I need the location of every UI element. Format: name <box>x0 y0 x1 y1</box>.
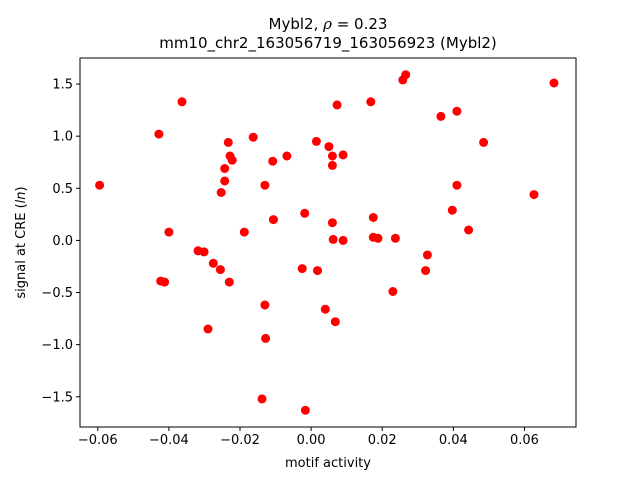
plot-frame <box>79 57 577 428</box>
data-point <box>311 136 321 146</box>
data-point <box>332 100 342 110</box>
data-point <box>327 151 337 161</box>
data-point <box>401 70 411 80</box>
data-point <box>529 190 539 200</box>
y-axis-ticks: −1.5 −1.0 −0.5 0.0 0.5 1.0 1.5 <box>41 78 80 405</box>
data-point <box>313 266 322 276</box>
chart-title-rho-value: = 0.23 <box>332 15 388 33</box>
y-tick-label: 0.0 <box>52 234 73 249</box>
x-tick-label: 0.04 <box>439 433 468 448</box>
data-point <box>220 176 230 186</box>
chart-title-line2: mm10_chr2_163056719_163056923 (Mybl2) <box>159 34 497 53</box>
data-point <box>436 111 446 121</box>
x-tick-label: 0.06 <box>510 433 539 448</box>
data-point <box>320 304 330 314</box>
data-point <box>268 156 278 166</box>
y-axis-label-prefix: signal at CRE ( <box>14 203 29 298</box>
data-point <box>300 208 310 218</box>
data-point <box>154 129 164 139</box>
y-tick-label: 1.0 <box>52 130 73 145</box>
data-point <box>327 218 337 228</box>
data-point <box>300 405 310 415</box>
y-axis-label-italic: ln <box>14 191 29 203</box>
data-point <box>388 287 398 296</box>
data-point <box>328 234 338 244</box>
data-point <box>199 247 209 257</box>
y-tick-label: −1.0 <box>41 338 73 353</box>
data-point <box>261 333 271 343</box>
x-tick-label: −0.02 <box>220 433 260 448</box>
data-point <box>464 225 474 235</box>
x-tick-label: 0.02 <box>368 433 397 448</box>
data-point <box>177 97 187 107</box>
data-point <box>208 258 218 268</box>
y-tick-label: −1.5 <box>41 390 73 405</box>
data-point <box>239 227 249 237</box>
x-tick-label: −0.06 <box>78 433 118 448</box>
y-tick-label: −0.5 <box>41 286 73 301</box>
data-point <box>220 164 230 173</box>
data-point <box>203 324 213 334</box>
data-point <box>216 188 226 197</box>
y-tick-label: 1.5 <box>52 78 73 93</box>
data-point <box>95 180 105 190</box>
y-axis-label: signal at CRE (ln) <box>14 186 29 298</box>
data-point <box>327 160 337 170</box>
data-point <box>366 97 376 107</box>
data-point <box>452 106 462 116</box>
data-point <box>330 317 340 327</box>
chart-title-gene: Mybl2, <box>269 15 324 33</box>
data-point <box>421 266 431 276</box>
data-point <box>268 215 278 225</box>
data-points <box>95 70 559 415</box>
chart-title-rho: ρ <box>322 15 332 33</box>
data-point <box>479 137 489 147</box>
data-point <box>338 150 348 160</box>
data-point <box>368 213 378 222</box>
data-point <box>338 235 348 245</box>
data-point <box>215 265 225 275</box>
data-point <box>224 277 234 287</box>
data-point <box>282 151 292 161</box>
x-tick-label: 0.00 <box>297 433 326 448</box>
y-tick-label: 0.5 <box>52 182 73 197</box>
x-axis-label: motif activity <box>285 456 371 471</box>
x-axis-ticks: −0.06 −0.04 −0.02 0.00 0.02 0.04 0.06 <box>78 427 539 448</box>
data-point <box>447 205 457 215</box>
data-point <box>223 137 233 147</box>
data-point <box>260 300 270 310</box>
data-point <box>390 233 400 243</box>
data-point <box>248 132 258 142</box>
data-point <box>160 277 170 287</box>
data-point <box>373 233 383 243</box>
data-point <box>257 394 267 404</box>
data-point <box>164 227 174 237</box>
data-point <box>324 142 334 152</box>
data-point <box>260 180 270 190</box>
data-point <box>452 180 462 190</box>
data-point <box>422 250 432 260</box>
x-tick-label: −0.04 <box>149 433 189 448</box>
y-axis-label-suffix: ) <box>14 186 29 191</box>
data-point <box>297 264 307 274</box>
data-point <box>549 78 559 88</box>
data-point <box>227 155 237 165</box>
chart-title-line1: Mybl2, ρ = 0.23 <box>269 15 388 33</box>
